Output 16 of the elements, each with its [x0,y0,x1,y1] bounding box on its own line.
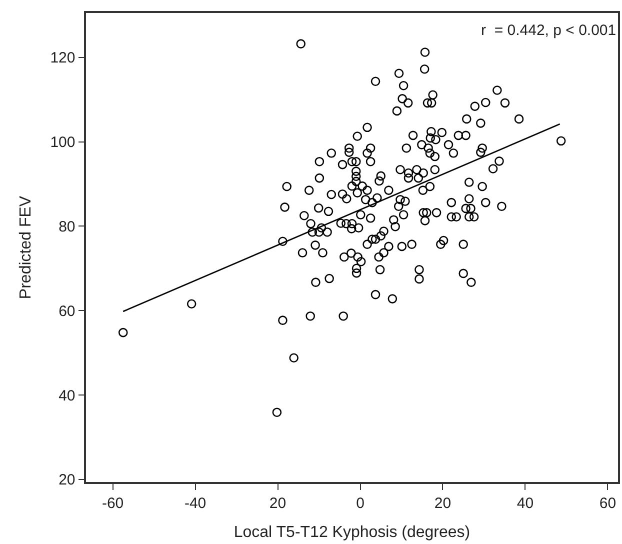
x-tick-label: -40 [184,494,206,512]
x-tick-label: 0 [356,494,364,512]
y-tick-label: 60 [58,302,76,320]
x-tick-label: 60 [599,494,616,512]
x-tick-label: 40 [516,494,534,512]
y-axis-title: Predicted FEV [18,196,35,300]
x-tick-label: 20 [269,494,286,512]
x-tick-label: -60 [102,494,124,512]
y-tick-label: 120 [50,50,76,67]
y-tick-label: 20 [58,472,76,489]
x-tick-label: 20 [434,494,452,512]
y-tick-label: 40 [58,387,76,404]
x-axis-title: Local T5-T12 Kyphosis (degrees) [234,524,470,541]
y-tick-label: 80 [58,218,76,236]
y-tick-label: 100 [50,134,76,151]
annotation: r = 0.442, p < 0.001 [481,22,616,39]
